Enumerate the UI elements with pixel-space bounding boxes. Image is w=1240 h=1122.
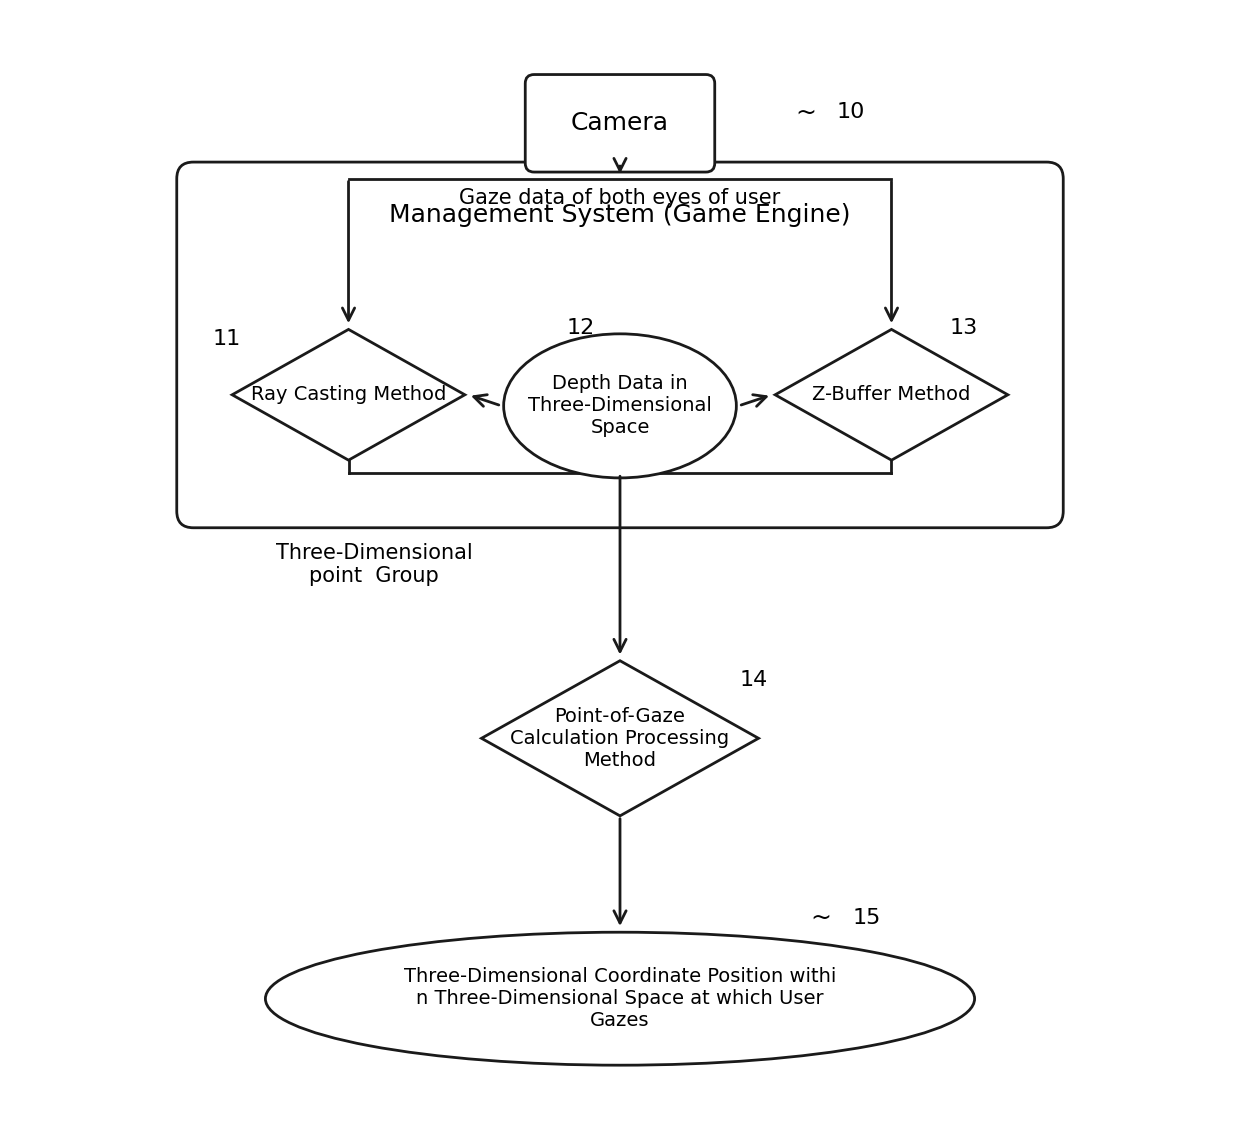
Ellipse shape [265,932,975,1065]
Text: ~: ~ [811,905,832,930]
Text: Z-Buffer Method: Z-Buffer Method [812,385,971,404]
Text: 12: 12 [567,319,595,339]
Text: Depth Data in
Three-Dimensional
Space: Depth Data in Three-Dimensional Space [528,375,712,438]
Polygon shape [232,330,465,460]
Ellipse shape [503,334,737,478]
Text: ~: ~ [795,100,816,125]
Text: Management System (Game Engine): Management System (Game Engine) [389,203,851,227]
Text: Three-Dimensional Coordinate Position withi
n Three-Dimensional Space at which U: Three-Dimensional Coordinate Position wi… [404,967,836,1030]
Text: 10: 10 [836,102,864,122]
FancyBboxPatch shape [526,74,714,172]
Text: Point-of-Gaze
Calculation Processing
Method: Point-of-Gaze Calculation Processing Met… [511,707,729,770]
Text: Three-Dimensional
point  Group: Three-Dimensional point Group [275,543,472,586]
FancyBboxPatch shape [177,162,1063,527]
Text: Gaze data of both eyes of user: Gaze data of both eyes of user [459,187,781,208]
Text: Ray Casting Method: Ray Casting Method [250,385,446,404]
Text: Camera: Camera [570,111,670,136]
Polygon shape [775,330,1008,460]
Text: 11: 11 [212,330,241,349]
Text: 13: 13 [949,319,977,339]
Text: 15: 15 [853,908,882,928]
Polygon shape [481,661,759,816]
Text: 14: 14 [740,670,768,690]
